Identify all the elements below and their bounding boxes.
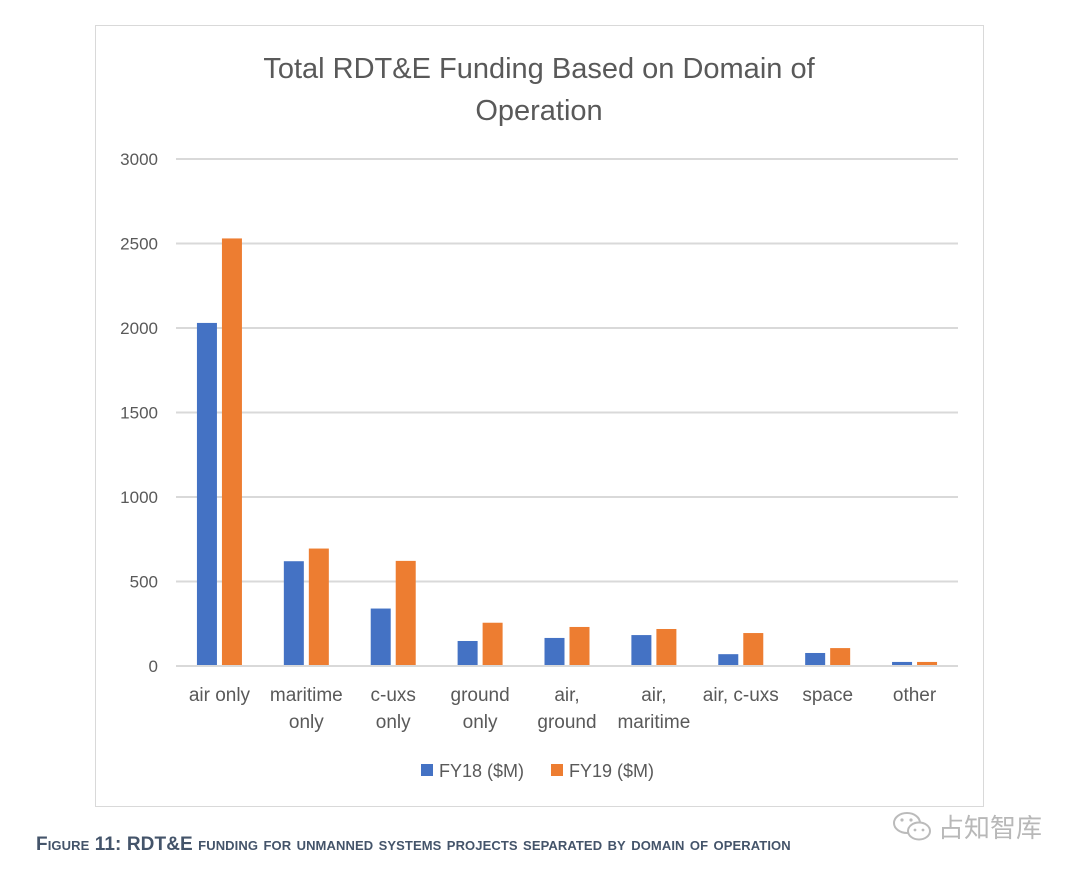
legend-swatch	[551, 764, 563, 776]
x-tick-label: c-uxs	[371, 685, 416, 706]
bar-fy18	[718, 654, 739, 666]
bar-fy19	[482, 622, 503, 666]
bar-fy18	[457, 640, 478, 666]
y-tick-label: 1500	[120, 404, 158, 423]
y-tick-label: 500	[130, 573, 158, 592]
x-tick-label: air only	[189, 685, 251, 706]
bar-fy18	[631, 635, 652, 666]
bar-fy18	[805, 652, 826, 666]
legend-label: FY19 ($M)	[569, 761, 654, 781]
bar-fy19	[569, 626, 590, 666]
y-tick-label: 0	[149, 657, 158, 676]
y-tick-label: 3000	[120, 150, 158, 169]
x-tick-label: maritime	[617, 712, 690, 733]
bar-fy19	[917, 661, 938, 666]
watermark-text: 占知智库	[938, 813, 1043, 843]
bar-fy19	[308, 548, 329, 666]
chart-title-line: Total RDT&E Funding Based on Domain of	[263, 53, 815, 85]
watermark: 占知智库	[892, 808, 1042, 845]
bar-fy18	[283, 561, 304, 666]
chart-frame: Total RDT&E Funding Based on Domain of Op…	[95, 25, 984, 807]
bar-fy19	[221, 238, 242, 666]
bar-fy18	[370, 608, 391, 666]
bar-fy19	[656, 628, 677, 666]
bar-fy19	[395, 560, 416, 666]
x-tick-label: only	[289, 712, 324, 733]
x-tick-label: ground	[451, 685, 510, 706]
bar-fy18	[892, 661, 913, 666]
x-tick-label: space	[802, 685, 853, 706]
x-tick-label: only	[463, 712, 498, 733]
y-tick-label: 1000	[120, 488, 158, 507]
legend-label: FY18 ($M)	[439, 761, 524, 781]
wechat-icon	[893, 811, 931, 840]
figure-caption: Figure 11: RDT&E funding for unmanned sy…	[36, 834, 791, 855]
chart-title-line: Operation	[475, 95, 602, 127]
x-tick-label: air,	[641, 685, 666, 706]
x-tick-label: air,	[554, 685, 579, 706]
bar-fy19	[743, 633, 764, 666]
bar-fy19	[830, 648, 851, 666]
bar-fy18	[544, 637, 565, 666]
legend-swatch	[421, 764, 433, 776]
x-tick-label: maritime	[270, 685, 343, 706]
x-tick-label: ground	[537, 712, 596, 733]
bar-fy18	[196, 322, 217, 666]
bar-chart: Total RDT&E Funding Based on Domain of Op…	[120, 53, 958, 781]
y-tick-label: 2500	[120, 235, 158, 254]
y-tick-label: 2000	[120, 319, 158, 338]
x-tick-label: only	[376, 712, 411, 733]
x-tick-label: other	[893, 685, 937, 706]
x-tick-label: air, c-uxs	[703, 685, 779, 706]
